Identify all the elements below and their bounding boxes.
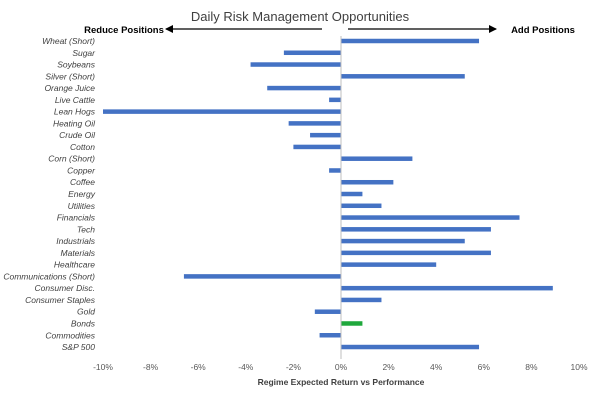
category-label: Consumer Staples [25,295,96,305]
category-label: Healthcare [54,260,95,270]
bar [341,262,437,267]
category-label: Utilities [68,201,96,211]
reduce-positions-label: Reduce Positions [84,25,164,36]
category-label: Cotton [70,142,95,152]
add-positions-label: Add Positions [511,25,575,36]
x-tick-label: 2% [382,362,395,372]
bar [341,238,465,244]
bar [341,285,553,291]
category-label: Materials [61,248,96,258]
x-tick-label: -8% [143,362,159,372]
bars [103,38,553,350]
bar [267,85,341,91]
bar [329,97,341,103]
bar [341,227,491,232]
bar [341,38,480,44]
category-label: Orange Juice [44,83,95,93]
bar [314,309,341,314]
bar [341,321,363,326]
bar [341,203,382,209]
category-label: Heating Oil [53,118,96,128]
category-label: S&P 500 [62,342,96,352]
bar [341,250,491,256]
category-label: Lean Hogs [54,107,96,117]
category-label: Silver (Short) [45,71,95,81]
x-tick-label: 8% [525,362,538,372]
x-tick-label: -4% [238,362,254,372]
x-tick-label: 0% [335,362,348,372]
bar [341,215,520,220]
bar [341,344,480,350]
bar [183,274,341,279]
x-tick-label: 10% [570,362,587,372]
bar [293,144,341,150]
bar [283,50,341,56]
x-tick-labels: -10% -8% -6% -4% -2% 0% 2% 4% 6% 8% 10% [93,362,588,372]
category-label: Commodities [45,330,95,340]
x-tick-label: -6% [191,362,207,372]
category-label: Sugar [72,48,96,58]
x-tick-label: -2% [286,362,302,372]
bar [250,62,341,67]
bar [103,109,341,114]
category-label: Gold [77,307,95,317]
category-label: Corn (Short) [48,154,95,164]
bar [310,132,341,138]
x-axis-label: Regime Expected Return vs Performance [258,377,425,387]
bar [288,121,341,126]
x-tick-label: 4% [430,362,443,372]
category-label: Bonds [71,318,96,328]
x-tick-label: 6% [478,362,491,372]
chart-title: Daily Risk Management Opportunities [191,9,410,24]
bar [341,156,413,161]
category-label: Consumer Disc. [35,283,95,293]
category-label: Crude Oil [59,130,96,140]
category-label: Energy [68,189,96,199]
category-label: Tech [77,224,95,234]
bar [341,74,465,79]
bar [341,179,394,185]
bar [341,297,382,303]
category-label: Communications (Short) [3,271,95,281]
bar [319,333,341,338]
category-label: Coffee [70,177,95,187]
category-label: Financials [57,213,96,223]
category-label: Copper [67,165,96,175]
bar [341,191,363,197]
x-tick-label: -10% [93,362,113,372]
bar [329,168,341,173]
category-label: Wheat (Short) [42,36,95,46]
category-label: Industrials [56,236,95,246]
category-label: Live Cattle [55,95,95,105]
category-label: Soybeans [57,60,96,70]
